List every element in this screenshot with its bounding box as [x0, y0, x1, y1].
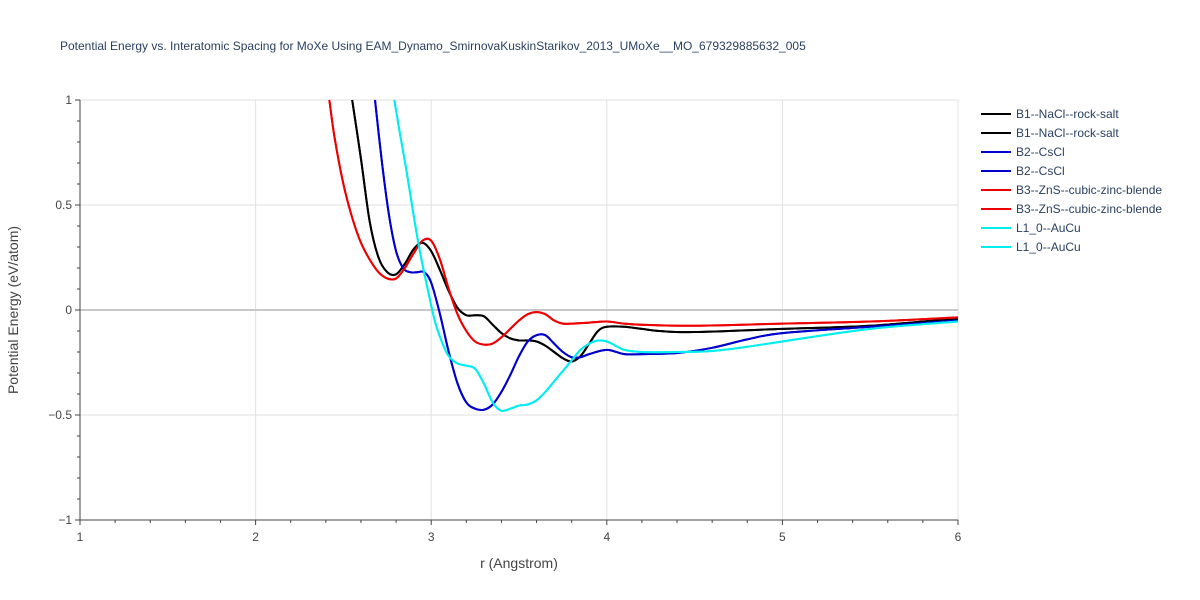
legend-label: L1_0--AuCu	[1016, 221, 1081, 235]
x-axis-title: r (Angstrom)	[480, 555, 558, 571]
series-line-b1-nacl-rock-salt-1	[351, 99, 958, 363]
legend-item[interactable]: B2--CsCl	[981, 145, 1065, 159]
legend-item[interactable]: L1_0--AuCu	[981, 240, 1081, 254]
series-line-b3-zns-cubic-zinc-blende-5	[328, 99, 958, 346]
x-tick-label: 5	[779, 530, 786, 544]
y-tick-label: 1	[65, 93, 72, 107]
x-tick-label: 1	[77, 530, 84, 544]
y-tick-label: 0.5	[55, 198, 72, 212]
series-line-b2-cscl-3	[374, 99, 958, 412]
legend-label: B1--NaCl--rock-salt	[1016, 107, 1119, 121]
series-group	[328, 99, 958, 413]
axes: 1 2 3 4 5 6 −1 −0.5 0 0.5 1	[48, 93, 961, 544]
x-tick-label: 3	[428, 530, 435, 544]
legend-item[interactable]: B1--NaCl--rock-salt	[981, 107, 1119, 121]
legend-item[interactable]: B3--ZnS--cubic-zinc-blende	[981, 202, 1162, 216]
x-tick-label: 6	[955, 530, 962, 544]
legend-item[interactable]: L1_0--AuCu	[981, 221, 1081, 235]
legend-item[interactable]: B3--ZnS--cubic-zinc-blende	[981, 183, 1162, 197]
y-tick-label: 0	[65, 303, 72, 317]
y-tick-label: −0.5	[48, 408, 72, 422]
legend[interactable]: B1--NaCl--rock-salt B1--NaCl--rock-salt B2…	[981, 107, 1162, 254]
legend-label: L1_0--AuCu	[1016, 240, 1081, 254]
y-tick-label: −1	[58, 513, 72, 527]
legend-label: B3--ZnS--cubic-zinc-blende	[1016, 202, 1162, 216]
series-line-l1-0-aucu-7	[393, 99, 958, 413]
chart-title: Potential Energy vs. Interatomic Spacing…	[60, 39, 806, 53]
legend-label: B2--CsCl	[1016, 164, 1065, 178]
legend-label: B2--CsCl	[1016, 145, 1065, 159]
legend-item[interactable]: B2--CsCl	[981, 164, 1065, 178]
legend-item[interactable]: B1--NaCl--rock-salt	[981, 126, 1119, 140]
grid	[80, 99, 959, 520]
y-axis-title: Potential Energy (eV/atom)	[5, 226, 21, 394]
x-tick-label: 2	[252, 530, 259, 544]
x-tick-label: 4	[603, 530, 610, 544]
legend-label: B1--NaCl--rock-salt	[1016, 126, 1119, 140]
legend-label: B3--ZnS--cubic-zinc-blende	[1016, 183, 1162, 197]
